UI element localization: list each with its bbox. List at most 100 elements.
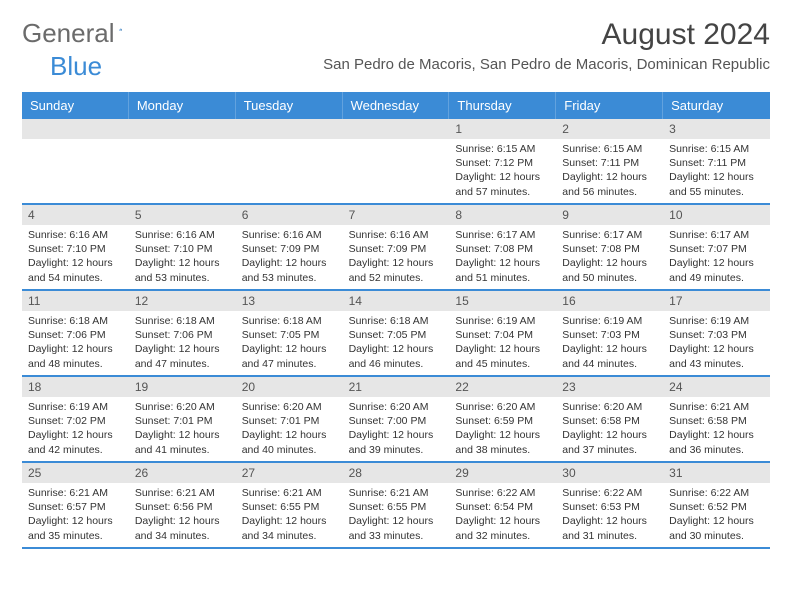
day-number: 2 bbox=[556, 119, 663, 139]
day-details: Sunrise: 6:16 AMSunset: 7:10 PMDaylight:… bbox=[129, 225, 236, 289]
day-cell: 20Sunrise: 6:20 AMSunset: 7:01 PMDayligh… bbox=[236, 377, 343, 461]
day-number: 4 bbox=[22, 205, 129, 225]
day-details: Sunrise: 6:21 AMSunset: 6:57 PMDaylight:… bbox=[22, 483, 129, 547]
daylight-text: Daylight: 12 hours and 43 minutes. bbox=[669, 342, 764, 370]
sunrise-text: Sunrise: 6:21 AM bbox=[135, 486, 230, 500]
calendar-week: 1Sunrise: 6:15 AMSunset: 7:12 PMDaylight… bbox=[22, 119, 770, 205]
day-details: Sunrise: 6:22 AMSunset: 6:54 PMDaylight:… bbox=[449, 483, 556, 547]
day-cell: 18Sunrise: 6:19 AMSunset: 7:02 PMDayligh… bbox=[22, 377, 129, 461]
day-details: Sunrise: 6:21 AMSunset: 6:55 PMDaylight:… bbox=[236, 483, 343, 547]
day-cell: 30Sunrise: 6:22 AMSunset: 6:53 PMDayligh… bbox=[556, 463, 663, 547]
day-number: 6 bbox=[236, 205, 343, 225]
day-cell: 16Sunrise: 6:19 AMSunset: 7:03 PMDayligh… bbox=[556, 291, 663, 375]
day-cell: 1Sunrise: 6:15 AMSunset: 7:12 PMDaylight… bbox=[449, 119, 556, 203]
day-number: 10 bbox=[663, 205, 770, 225]
daylight-text: Daylight: 12 hours and 34 minutes. bbox=[135, 514, 230, 542]
day-number: 27 bbox=[236, 463, 343, 483]
daylight-text: Daylight: 12 hours and 46 minutes. bbox=[349, 342, 444, 370]
day-cell: 14Sunrise: 6:18 AMSunset: 7:05 PMDayligh… bbox=[343, 291, 450, 375]
title-block: August 2024 San Pedro de Macoris, San Pe… bbox=[323, 18, 770, 73]
day-details: Sunrise: 6:16 AMSunset: 7:09 PMDaylight:… bbox=[343, 225, 450, 289]
sunrise-text: Sunrise: 6:20 AM bbox=[135, 400, 230, 414]
daylight-text: Daylight: 12 hours and 52 minutes. bbox=[349, 256, 444, 284]
day-cell: 28Sunrise: 6:21 AMSunset: 6:55 PMDayligh… bbox=[343, 463, 450, 547]
sunrise-text: Sunrise: 6:22 AM bbox=[669, 486, 764, 500]
day-cell: 8Sunrise: 6:17 AMSunset: 7:08 PMDaylight… bbox=[449, 205, 556, 289]
sunrise-text: Sunrise: 6:16 AM bbox=[28, 228, 123, 242]
day-cell: 24Sunrise: 6:21 AMSunset: 6:58 PMDayligh… bbox=[663, 377, 770, 461]
sunset-text: Sunset: 7:05 PM bbox=[242, 328, 337, 342]
day-cell: 31Sunrise: 6:22 AMSunset: 6:52 PMDayligh… bbox=[663, 463, 770, 547]
sunset-text: Sunset: 7:12 PM bbox=[455, 156, 550, 170]
daylight-text: Daylight: 12 hours and 57 minutes. bbox=[455, 170, 550, 198]
sunset-text: Sunset: 6:54 PM bbox=[455, 500, 550, 514]
day-cell: 5Sunrise: 6:16 AMSunset: 7:10 PMDaylight… bbox=[129, 205, 236, 289]
daylight-text: Daylight: 12 hours and 53 minutes. bbox=[242, 256, 337, 284]
daylight-text: Daylight: 12 hours and 51 minutes. bbox=[455, 256, 550, 284]
sunset-text: Sunset: 6:53 PM bbox=[562, 500, 657, 514]
day-number: 26 bbox=[129, 463, 236, 483]
logo-mark-icon bbox=[119, 20, 123, 38]
sunset-text: Sunset: 6:59 PM bbox=[455, 414, 550, 428]
sunset-text: Sunset: 7:09 PM bbox=[349, 242, 444, 256]
daylight-text: Daylight: 12 hours and 53 minutes. bbox=[135, 256, 230, 284]
day-cell: 9Sunrise: 6:17 AMSunset: 7:08 PMDaylight… bbox=[556, 205, 663, 289]
sunrise-text: Sunrise: 6:18 AM bbox=[242, 314, 337, 328]
day-details: Sunrise: 6:17 AMSunset: 7:07 PMDaylight:… bbox=[663, 225, 770, 289]
sunset-text: Sunset: 6:58 PM bbox=[669, 414, 764, 428]
day-details: Sunrise: 6:15 AMSunset: 7:12 PMDaylight:… bbox=[449, 139, 556, 203]
day-number bbox=[236, 119, 343, 139]
day-number: 17 bbox=[663, 291, 770, 311]
day-details: Sunrise: 6:15 AMSunset: 7:11 PMDaylight:… bbox=[663, 139, 770, 203]
day-cell: 17Sunrise: 6:19 AMSunset: 7:03 PMDayligh… bbox=[663, 291, 770, 375]
day-details: Sunrise: 6:20 AMSunset: 7:01 PMDaylight:… bbox=[129, 397, 236, 461]
day-cell bbox=[343, 119, 450, 203]
logo-text-blue: Blue bbox=[50, 51, 102, 82]
sunrise-text: Sunrise: 6:21 AM bbox=[349, 486, 444, 500]
day-cell: 26Sunrise: 6:21 AMSunset: 6:56 PMDayligh… bbox=[129, 463, 236, 547]
sunset-text: Sunset: 7:07 PM bbox=[669, 242, 764, 256]
day-details: Sunrise: 6:20 AMSunset: 7:01 PMDaylight:… bbox=[236, 397, 343, 461]
day-cell: 19Sunrise: 6:20 AMSunset: 7:01 PMDayligh… bbox=[129, 377, 236, 461]
day-number: 18 bbox=[22, 377, 129, 397]
sunrise-text: Sunrise: 6:15 AM bbox=[455, 142, 550, 156]
weekday-header: Monday bbox=[129, 92, 236, 119]
daylight-text: Daylight: 12 hours and 33 minutes. bbox=[349, 514, 444, 542]
daylight-text: Daylight: 12 hours and 42 minutes. bbox=[28, 428, 123, 456]
day-number: 29 bbox=[449, 463, 556, 483]
day-details: Sunrise: 6:16 AMSunset: 7:10 PMDaylight:… bbox=[22, 225, 129, 289]
weekday-header: Thursday bbox=[449, 92, 556, 119]
calendar-header-row: Sunday Monday Tuesday Wednesday Thursday… bbox=[22, 92, 770, 119]
day-cell: 23Sunrise: 6:20 AMSunset: 6:58 PMDayligh… bbox=[556, 377, 663, 461]
daylight-text: Daylight: 12 hours and 56 minutes. bbox=[562, 170, 657, 198]
day-details bbox=[343, 139, 450, 146]
sunrise-text: Sunrise: 6:17 AM bbox=[669, 228, 764, 242]
sunset-text: Sunset: 7:09 PM bbox=[242, 242, 337, 256]
sunset-text: Sunset: 7:11 PM bbox=[669, 156, 764, 170]
sunset-text: Sunset: 7:06 PM bbox=[135, 328, 230, 342]
sunrise-text: Sunrise: 6:20 AM bbox=[455, 400, 550, 414]
sunset-text: Sunset: 7:03 PM bbox=[562, 328, 657, 342]
day-cell: 29Sunrise: 6:22 AMSunset: 6:54 PMDayligh… bbox=[449, 463, 556, 547]
day-cell: 27Sunrise: 6:21 AMSunset: 6:55 PMDayligh… bbox=[236, 463, 343, 547]
day-number bbox=[129, 119, 236, 139]
day-details: Sunrise: 6:22 AMSunset: 6:53 PMDaylight:… bbox=[556, 483, 663, 547]
daylight-text: Daylight: 12 hours and 54 minutes. bbox=[28, 256, 123, 284]
day-cell: 2Sunrise: 6:15 AMSunset: 7:11 PMDaylight… bbox=[556, 119, 663, 203]
day-number: 7 bbox=[343, 205, 450, 225]
day-number: 9 bbox=[556, 205, 663, 225]
day-details: Sunrise: 6:19 AMSunset: 7:04 PMDaylight:… bbox=[449, 311, 556, 375]
day-details: Sunrise: 6:18 AMSunset: 7:06 PMDaylight:… bbox=[129, 311, 236, 375]
weekday-header: Saturday bbox=[663, 92, 770, 119]
day-cell: 4Sunrise: 6:16 AMSunset: 7:10 PMDaylight… bbox=[22, 205, 129, 289]
day-details: Sunrise: 6:18 AMSunset: 7:05 PMDaylight:… bbox=[236, 311, 343, 375]
sunset-text: Sunset: 7:04 PM bbox=[455, 328, 550, 342]
day-number: 8 bbox=[449, 205, 556, 225]
sunset-text: Sunset: 7:11 PM bbox=[562, 156, 657, 170]
weekday-header: Friday bbox=[556, 92, 663, 119]
day-number: 25 bbox=[22, 463, 129, 483]
day-number: 11 bbox=[22, 291, 129, 311]
day-number: 15 bbox=[449, 291, 556, 311]
daylight-text: Daylight: 12 hours and 30 minutes. bbox=[669, 514, 764, 542]
day-details: Sunrise: 6:19 AMSunset: 7:02 PMDaylight:… bbox=[22, 397, 129, 461]
